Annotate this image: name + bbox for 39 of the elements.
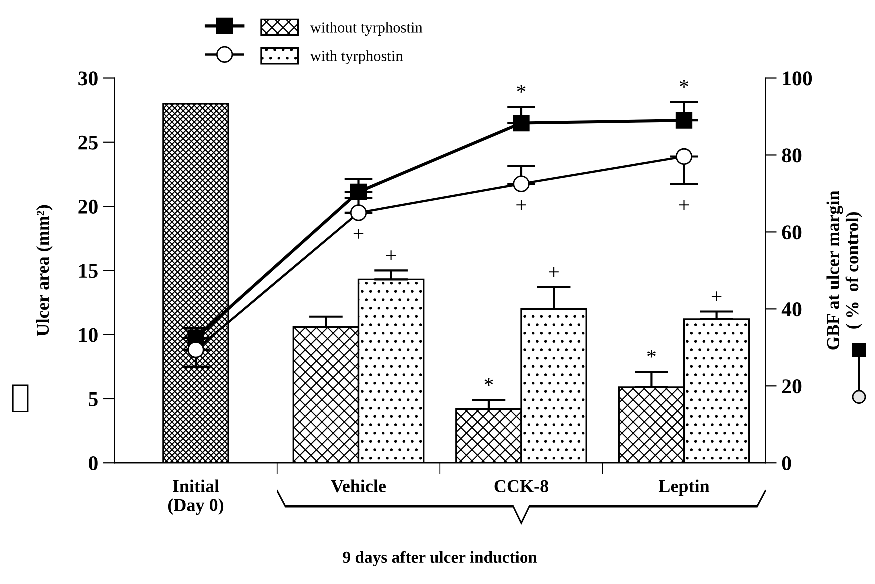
y-tick-label: 15: [79, 264, 98, 278]
y2-tick-label: 60: [782, 226, 802, 240]
point: [676, 112, 693, 129]
data-label: *: [517, 85, 526, 93]
legend-label: without tyrphostin: [310, 22, 423, 36]
y-tick-label: 25: [78, 136, 98, 150]
data-label: *: [680, 80, 688, 88]
point: [513, 176, 530, 192]
x-tick-label: Leptin: [658, 480, 710, 496]
y2-tick-label: 100: [783, 72, 812, 86]
y2-tick-label: 40: [782, 302, 802, 317]
data-label: +: [386, 250, 396, 260]
y-tick-label: 5: [89, 392, 98, 406]
point: [350, 204, 368, 222]
y-tick-label: 10: [79, 328, 98, 342]
x-tick-label: Vehicle: [331, 480, 386, 493]
x-axis-title: 9 days after ulcer induction: [343, 551, 538, 567]
y-tick-label: 20: [78, 200, 98, 214]
point: [513, 114, 530, 132]
point: [676, 148, 693, 166]
legend-label: with tyrphostin: [310, 50, 404, 65]
data-label: +: [679, 200, 690, 210]
point: [188, 342, 204, 358]
y2-tick-label: 20: [782, 380, 802, 394]
data-label: *: [648, 350, 656, 358]
y2-axis-title: GBF at ulcer margin ( % of control): [826, 190, 862, 350]
data-label: +: [516, 200, 526, 210]
data-label: +: [549, 267, 559, 278]
y2-tick-label: 0: [782, 456, 792, 471]
y2-tick-label: 80: [782, 148, 802, 163]
y-tick-label: 0: [89, 456, 98, 471]
data-label: +: [354, 229, 364, 239]
y-tick-label: 30: [78, 72, 98, 86]
y-axis-title: Ulcer area (mm²): [36, 205, 53, 336]
point: [350, 184, 368, 201]
data-label: +: [712, 292, 722, 302]
x-tick-label: CCK-8: [494, 480, 548, 492]
x-tick-label: Initial (Day 0): [168, 480, 224, 516]
data-label: *: [484, 378, 494, 386]
